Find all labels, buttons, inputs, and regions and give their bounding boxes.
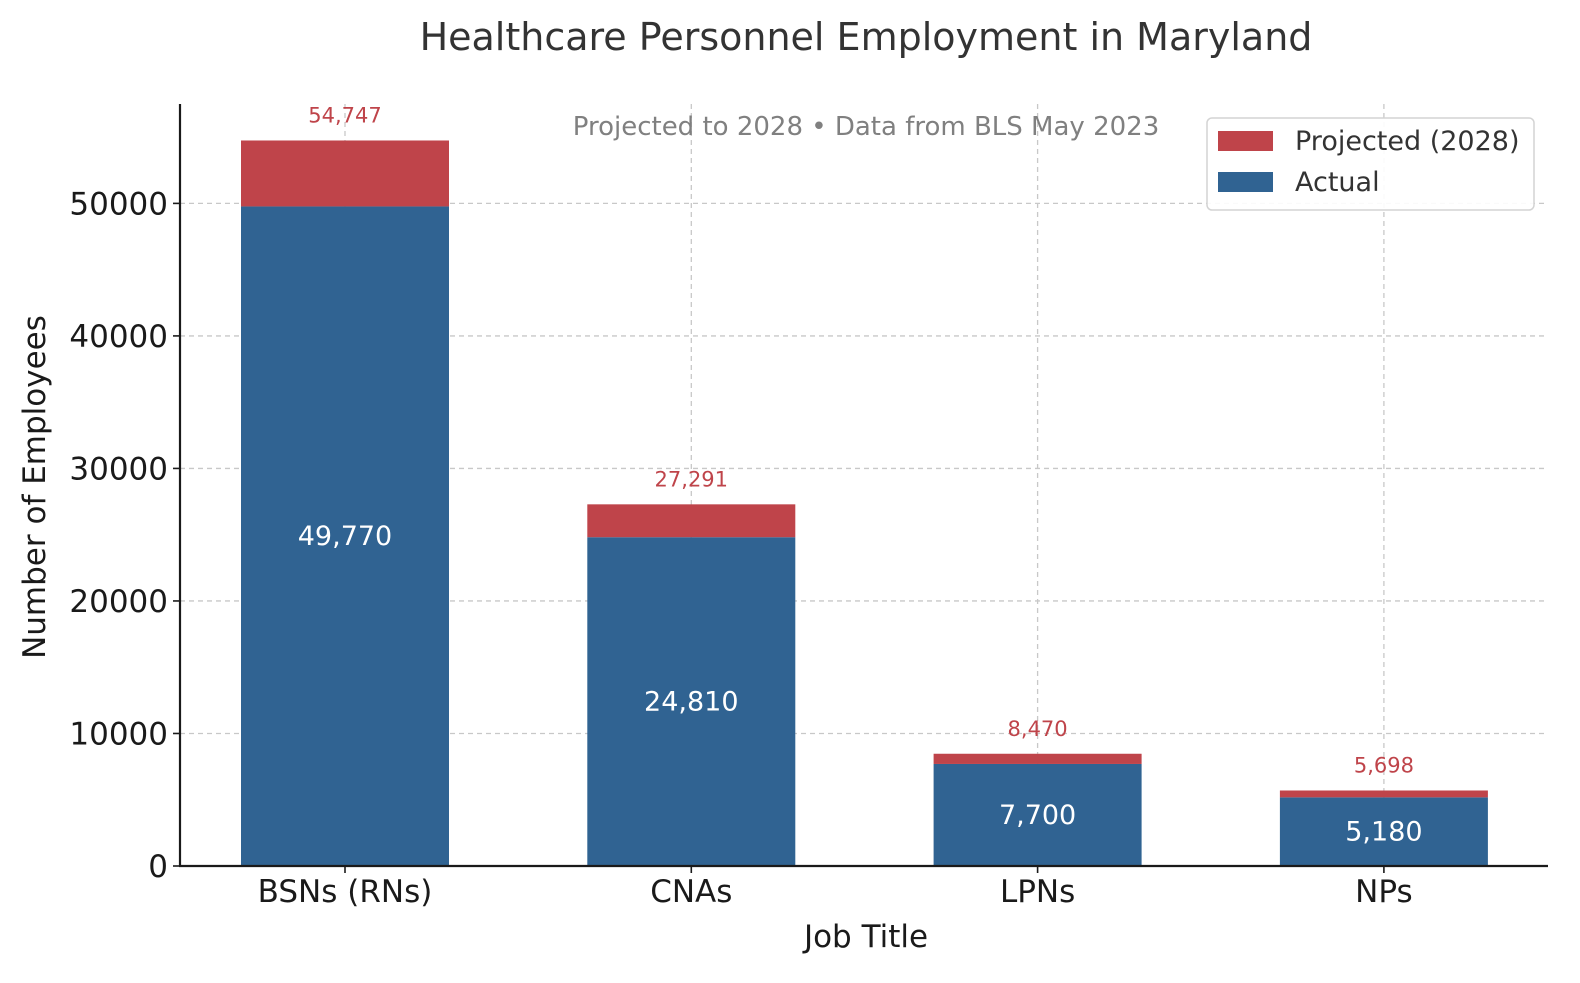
x-tick-label: NPs: [1355, 874, 1413, 910]
bar-actual: [241, 206, 449, 866]
data-label-actual: 7,700: [999, 800, 1076, 831]
data-label-actual: 49,770: [298, 521, 392, 552]
data-label-projected: 27,291: [655, 467, 728, 491]
y-tick-label: 40000: [69, 319, 168, 355]
y-axis-label: Number of Employees: [17, 315, 53, 659]
y-tick-label: 20000: [69, 584, 168, 620]
data-label-actual: 24,810: [644, 687, 738, 718]
y-tick-label: 0: [148, 849, 168, 885]
y-tick-label: 30000: [69, 451, 168, 487]
x-axis-label: Job Title: [802, 919, 928, 955]
bar-projected: [241, 140, 449, 207]
y-tick-label: 10000: [69, 716, 168, 752]
chart-title: Healthcare Personnel Employment in Maryl…: [420, 15, 1313, 59]
data-label-projected: 54,747: [308, 103, 381, 127]
bar-projected: [933, 753, 1142, 764]
axes: 0 10000 20000 30000 40000 50000 BSNs (RNs) CNAs…: [69, 104, 1548, 910]
bar-actual: [587, 537, 796, 866]
data-label-projected: 5,698: [1354, 753, 1414, 777]
legend-label: Actual: [1295, 167, 1380, 198]
legend-box: [1206, 117, 1535, 211]
bar-projected: [1279, 790, 1488, 798]
data-labels: 49,770 54,747 24,810 27,291 7,700 8,470 5,180 5…: [298, 103, 1423, 847]
x-tick-label: LPNs: [1000, 874, 1075, 910]
x-tick-label: BSNs (RNs): [258, 874, 433, 910]
legend-swatch: [1218, 131, 1273, 151]
chart-subtitle: Projected to 2028 • Data from BLS May 20…: [573, 112, 1160, 142]
data-label-actual: 5,180: [1345, 817, 1422, 848]
bar-actual: [1279, 797, 1488, 866]
legend-swatch: [1218, 172, 1273, 192]
legend-label: Projected (2028): [1295, 126, 1520, 157]
x-tick-label: CNAs: [650, 874, 732, 910]
y-tick-label: 50000: [69, 186, 168, 222]
bars: [241, 140, 1488, 866]
bar-actual: [933, 763, 1142, 866]
data-label-projected: 8,470: [1008, 717, 1068, 741]
bar-projected: [587, 504, 796, 538]
legend: Projected (2028) Actual: [1206, 117, 1535, 211]
